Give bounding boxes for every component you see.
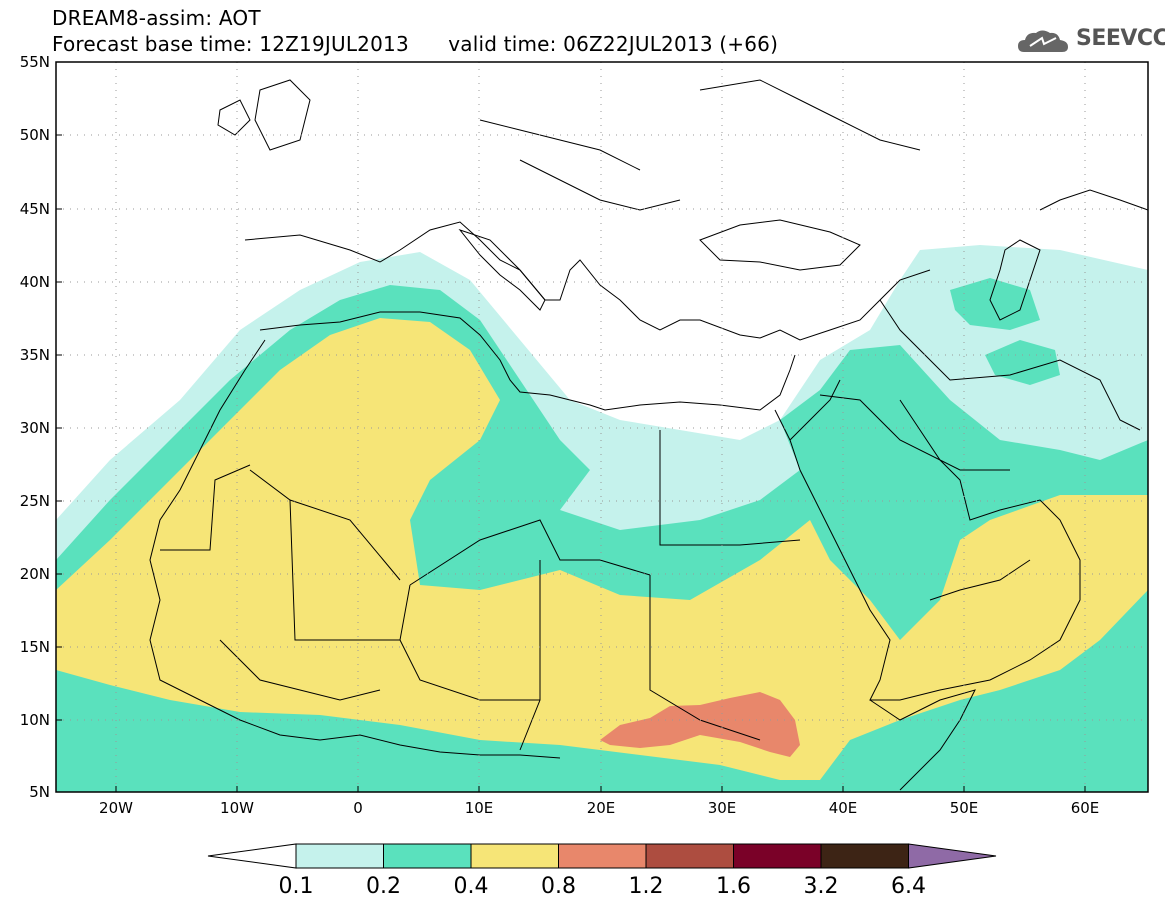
lon-label: 60E	[1071, 799, 1100, 817]
aot-band-0-8	[600, 692, 800, 757]
aot-contours	[56, 62, 1148, 792]
colorbar-label: 6.4	[891, 874, 926, 899]
colorbar-label: 0.1	[279, 874, 314, 899]
lat-label: 20N	[20, 565, 50, 583]
colorbar-label: 0.4	[454, 874, 489, 899]
latitude-labels: 55N 50N 45N 40N 35N 30N 25N 20N 15N 10N …	[20, 53, 50, 801]
map-subtitle: Forecast base time: 12Z19JUL2013 valid t…	[52, 32, 779, 56]
colorbar-label: 1.6	[716, 874, 751, 899]
lon-label: 40E	[829, 799, 858, 817]
lat-label: 15N	[20, 638, 50, 656]
lat-label: 10N	[20, 711, 50, 729]
colorbar-labels: 0.1 0.2 0.4 0.8 1.2 1.6 3.2 6.4	[279, 874, 927, 899]
lat-label: 55N	[20, 53, 50, 71]
lat-label: 50N	[20, 126, 50, 144]
lon-label: 20E	[587, 799, 616, 817]
map-title: DREAM8-assim: AOT	[52, 6, 261, 30]
aot-band-0-4	[56, 318, 1148, 780]
lat-label: 30N	[20, 419, 50, 437]
colorbar-label: 0.2	[366, 874, 401, 899]
lon-label: 20W	[99, 799, 133, 817]
aot-band-0-2-iran	[985, 340, 1060, 385]
map-frame	[55, 61, 1149, 793]
longitude-labels: 20W 10W 0 10E 20E 30E 40E 50E 60E	[99, 799, 1099, 817]
lat-label: 40N	[20, 273, 50, 291]
colorbar	[207, 843, 997, 869]
lon-label: 10W	[220, 799, 254, 817]
colorbar-bin	[470, 843, 559, 869]
lon-label: 30E	[708, 799, 737, 817]
colorbar-bin	[820, 843, 909, 869]
lat-label: 45N	[20, 200, 50, 218]
lat-label: 25N	[20, 492, 50, 510]
lon-label: 50E	[950, 799, 979, 817]
colorbar-label: 1.2	[629, 874, 664, 899]
colorbar-under-arrow	[207, 843, 297, 869]
colorbar-label: 3.2	[804, 874, 839, 899]
colorbar-over-arrow	[908, 843, 997, 869]
ticks	[56, 61, 1086, 793]
colorbar-bin	[558, 843, 647, 869]
colorbar-bin	[733, 843, 822, 869]
lat-label: 35N	[20, 346, 50, 364]
coastlines	[149, 79, 1148, 791]
colorbar-bin	[383, 843, 472, 869]
lon-label: 0	[353, 799, 363, 817]
lat-label: 5N	[29, 783, 50, 801]
colorbar-bin	[295, 843, 384, 869]
lon-label: 10E	[465, 799, 494, 817]
logo-text: SEEVCCC	[1076, 26, 1165, 51]
graticule	[56, 62, 1148, 792]
colorbar-label: 0.8	[541, 874, 576, 899]
aot-band-0-2-caspian	[950, 278, 1040, 330]
cloud-icon	[1018, 30, 1068, 52]
colorbar-bin	[645, 843, 734, 869]
